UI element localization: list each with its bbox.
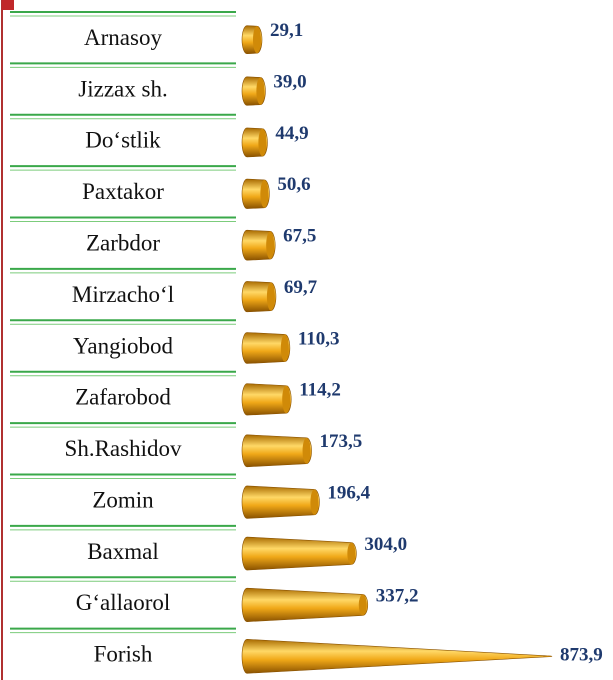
value-label: 337,2 <box>376 585 419 606</box>
value-label: 114,2 <box>299 380 341 401</box>
category-label: Do‘stlik <box>85 128 161 153</box>
bar-cap <box>310 489 319 515</box>
category-label: Zomin <box>92 487 154 512</box>
bar-cap <box>260 179 269 208</box>
bar-cap <box>266 282 275 311</box>
bar-cap <box>252 26 261 54</box>
bar-cap <box>266 231 275 260</box>
category-label: Baxmal <box>87 539 159 564</box>
bar <box>241 434 312 468</box>
bar-cap <box>256 77 265 105</box>
value-label: 44,9 <box>275 123 308 144</box>
corner <box>2 0 14 10</box>
bar-cap <box>258 128 267 157</box>
value-label: 39,0 <box>273 71 306 92</box>
value-label: 110,3 <box>298 328 340 349</box>
value-label: 67,5 <box>283 226 316 247</box>
bar <box>241 332 291 364</box>
bar-cap <box>543 655 551 657</box>
category-label: Zarbdor <box>86 231 160 256</box>
bar <box>241 383 292 416</box>
bar-cap <box>280 334 289 362</box>
value-label: 873,9 <box>560 645 603 666</box>
category-label: G‘allaorol <box>76 590 171 615</box>
category-label: Yangiobod <box>73 333 173 358</box>
bar <box>241 587 369 622</box>
category-label: Paxtakor <box>82 179 164 204</box>
category-label: Arnasoy <box>84 25 162 50</box>
value-label: 304,0 <box>364 534 407 555</box>
category-label: Mirzacho‘l <box>72 282 174 307</box>
bar-cap <box>302 437 311 464</box>
value-label: 196,4 <box>327 483 370 504</box>
category-label: Sh.Rashidov <box>65 436 182 461</box>
value-label: 29,1 <box>270 20 303 41</box>
value-label: 50,6 <box>277 174 310 195</box>
value-label: 173,5 <box>320 431 363 452</box>
bar-cap <box>358 594 367 616</box>
value-label: 69,7 <box>284 277 318 298</box>
bar <box>241 485 320 519</box>
category-label: Jizzax sh. <box>78 76 167 101</box>
category-label: Zafarobod <box>75 385 171 410</box>
category-label: Forish <box>94 642 153 667</box>
bar-cap <box>282 385 291 414</box>
bar <box>241 281 277 313</box>
bar <box>241 536 357 571</box>
bar <box>241 639 553 674</box>
bar-cap <box>347 542 356 565</box>
